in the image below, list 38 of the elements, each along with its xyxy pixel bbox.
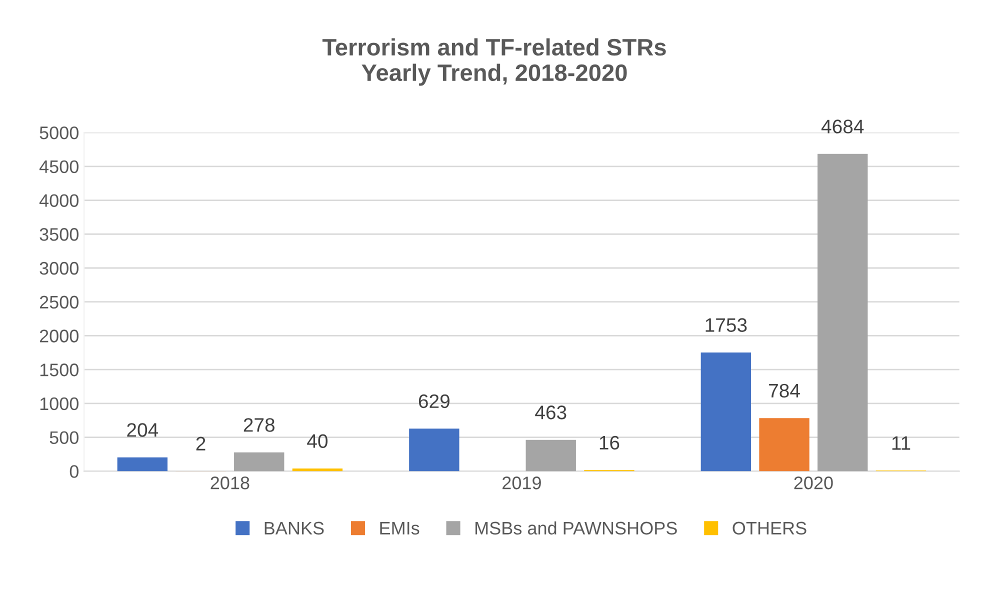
data-label: 16 — [600, 436, 620, 450]
y-tick-label: 3500 — [40, 228, 78, 241]
data-label: 2 — [196, 436, 206, 450]
bar — [117, 457, 168, 472]
data-label: 40 — [307, 434, 328, 448]
data-label: 4684 — [821, 120, 864, 134]
y-tick-label: 1000 — [40, 397, 78, 410]
y-tick-label: 1500 — [40, 364, 78, 376]
data-label: 204 — [127, 423, 158, 437]
data-label: 278 — [244, 418, 274, 432]
bar — [526, 440, 576, 472]
y-tick-label: 3000 — [40, 262, 78, 275]
data-label: 784 — [769, 384, 800, 398]
x-tick-label: 2019 — [502, 476, 541, 490]
y-tick-label: 4000 — [39, 194, 78, 207]
bar — [292, 468, 343, 472]
data-label: 629 — [418, 394, 450, 408]
chart-title: Terrorism and TF-related STRs Yearly Trend, 2018-2020 — [322, 38, 666, 86]
legend-label: OTHERS — [732, 522, 806, 535]
legend-label: EMIs — [380, 522, 420, 535]
y-tick-label: 2500 — [40, 296, 78, 309]
x-tick-label: 2020 — [794, 476, 833, 490]
data-label: 1753 — [706, 318, 747, 332]
y-tick-label: 2000 — [40, 330, 78, 342]
x-tick-label: 2018 — [210, 476, 250, 490]
y-tick-label: 0 — [70, 465, 78, 478]
y-tick-label: 5000 — [40, 126, 78, 140]
legend-label: MSBs and PAWNSHOPS — [476, 521, 677, 535]
data-label: 11 — [892, 436, 910, 450]
bar — [818, 154, 868, 472]
y-tick-label: 4500 — [39, 160, 78, 174]
y-tick-label: 500 — [50, 431, 78, 444]
bar — [759, 418, 810, 472]
bar — [700, 352, 752, 472]
legend-label: BANKS — [264, 522, 324, 535]
bar — [234, 452, 284, 472]
bar — [409, 428, 460, 472]
data-label: 463 — [535, 406, 566, 420]
